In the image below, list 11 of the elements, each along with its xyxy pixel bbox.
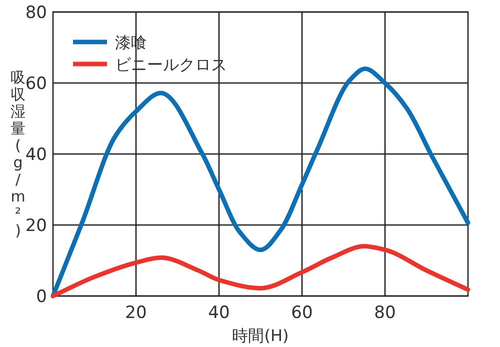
x-tick-label: 20 [125, 303, 147, 323]
text: 吸収湿量 (g/m²) [10, 68, 26, 240]
x-axis-title: 時間(H) [232, 326, 289, 345]
y-tick-label: 40 [25, 145, 47, 165]
y-tick-label: 20 [25, 216, 47, 236]
y-tick-label: 80 [25, 3, 47, 23]
x-tick-label: 40 [208, 303, 230, 323]
y-tick-label: 60 [25, 74, 47, 94]
y-tick-label: 0 [36, 287, 47, 307]
x-tick-label: 80 [374, 303, 396, 323]
x-tick-label: 60 [291, 303, 313, 323]
